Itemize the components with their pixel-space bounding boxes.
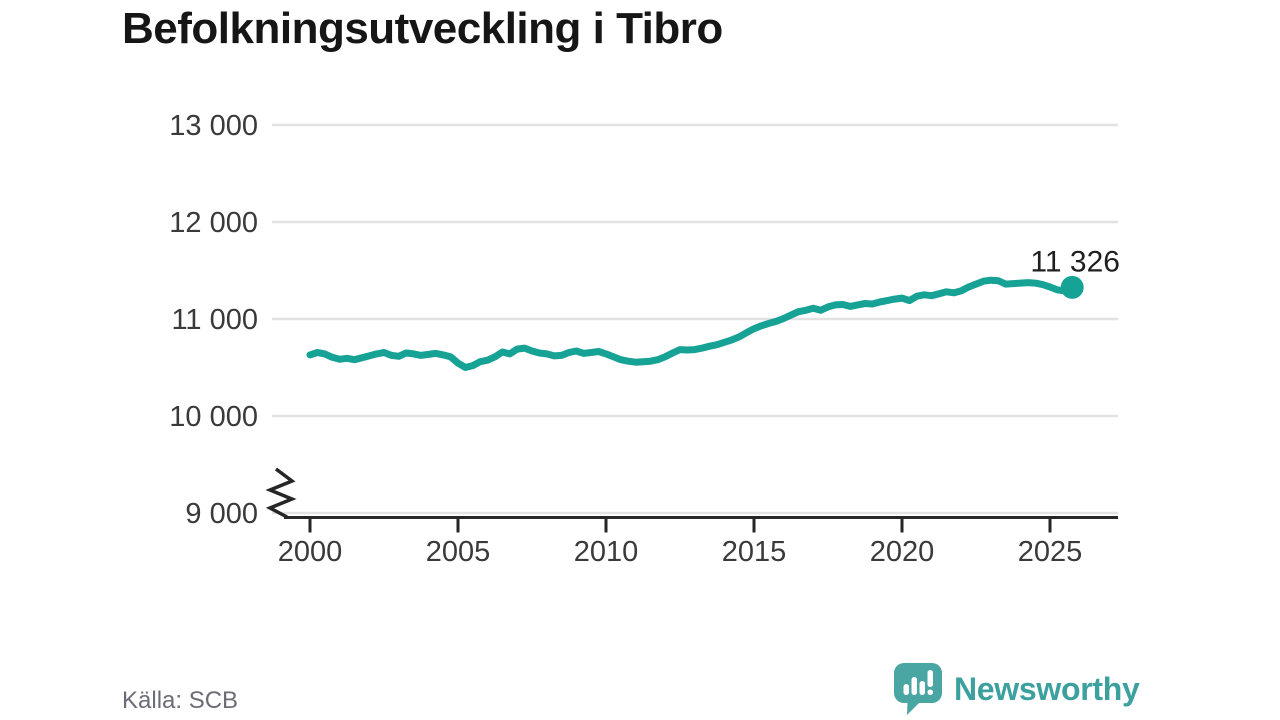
logo-bar-2	[911, 677, 917, 695]
x-tick-label: 2010	[574, 536, 639, 568]
logo-bar-1	[903, 684, 909, 695]
logo-bar-3	[919, 681, 925, 695]
x-tick-label: 2000	[278, 536, 343, 568]
newsworthy-logo-icon	[894, 663, 942, 715]
source-note: Källa: SCB	[122, 687, 239, 714]
y-tick-label: 9 000	[185, 498, 258, 530]
y-tick-label: 11 000	[171, 304, 258, 336]
end-value-label: 11 326	[1030, 245, 1120, 278]
axis-break-icon	[265, 467, 297, 519]
newsworthy-wordmark: Newsworthy	[954, 670, 1140, 707]
x-tick-label: 2020	[870, 536, 935, 568]
population-series-line	[306, 276, 1076, 371]
logo-exclamation-bar	[927, 670, 933, 687]
chart-title: Befolkningsutveckling i Tibro	[122, 4, 723, 53]
logo-exclamation-dot	[927, 689, 933, 695]
y-tick-label: 12 000	[169, 207, 258, 239]
end-point-marker	[1060, 275, 1084, 299]
x-tick-label: 2005	[426, 536, 491, 568]
x-tick-label: 2015	[722, 536, 787, 568]
newsworthy-brand: Newsworthy	[893, 662, 1140, 716]
y-tick-label: 13 000	[169, 110, 258, 142]
x-tick-label: 2025	[1018, 536, 1083, 568]
y-tick-label: 10 000	[169, 401, 258, 433]
